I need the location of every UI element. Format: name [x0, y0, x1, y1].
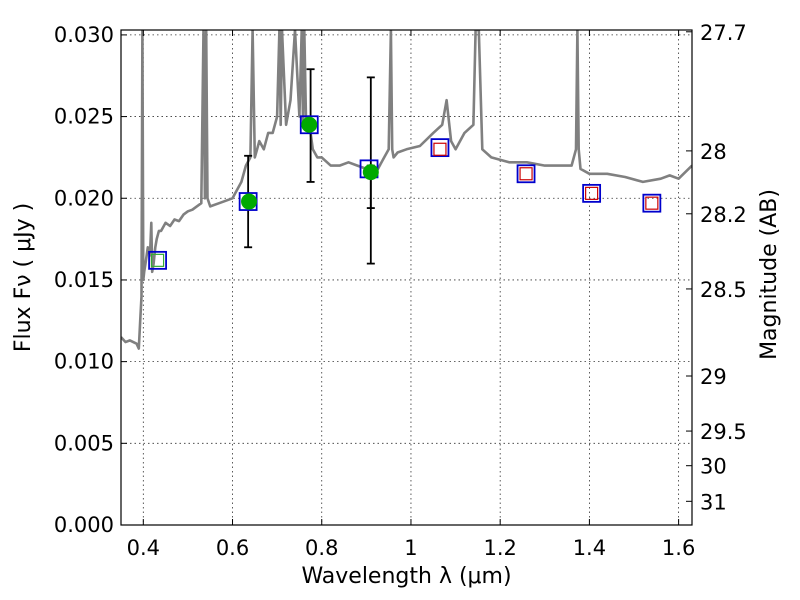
x-tick-label: 0.8 [305, 536, 338, 560]
y2-tick-label: 28 [700, 140, 727, 164]
inner-flux-square [433, 142, 447, 156]
y-tick-label: 0.005 [54, 431, 114, 455]
x-tick-label: 1.6 [662, 536, 695, 560]
x-tick-label: 1.2 [483, 536, 516, 560]
y-tick-label: 0.020 [54, 186, 114, 210]
observed-flux-point [241, 193, 258, 210]
series-group [121, 30, 692, 350]
y2-tick-label: 29 [700, 365, 727, 389]
model-flux-square [642, 193, 662, 213]
y2-axis: 27.7 28 28.2 28.5 29 29.5 30 31 [686, 21, 747, 514]
plot-area [121, 30, 692, 350]
y2-axis-label: Magnitude (AB) [757, 189, 782, 360]
y-tick-label: 0.000 [54, 513, 114, 537]
y-tick-label: 0.025 [54, 105, 114, 129]
y2-tick-label: 28.2 [700, 203, 747, 227]
x-tick-label: 1 [404, 536, 417, 560]
inner-flux-square [150, 253, 165, 267]
model-flux-square [516, 164, 536, 184]
y2-tick-label: 28.5 [700, 278, 747, 302]
model-spectrum-line [121, 30, 692, 350]
inner-flux-square [519, 167, 533, 181]
model-flux-square [430, 138, 450, 158]
y-tick-label: 0.010 [54, 350, 114, 374]
y-axis-label: Flux Fν ( μJy ) [11, 203, 36, 352]
grid-lines [121, 30, 692, 526]
inner-flux-square [645, 196, 659, 210]
inner-flux-square [585, 186, 599, 200]
y2-tick-label: 31 [700, 490, 727, 514]
y2-tick-label: 29.5 [700, 420, 747, 444]
x-tick-label: 1.4 [573, 536, 606, 560]
y2-tick-label: 27.7 [700, 21, 747, 45]
model-flux-square [299, 115, 319, 135]
observed-flux-point [362, 164, 379, 181]
x-tick-label: 0.6 [216, 536, 249, 560]
model-flux-square [582, 183, 602, 203]
y2-tick-label: 30 [700, 455, 727, 479]
model-flux-square [148, 250, 167, 270]
observed-flux-point [301, 116, 318, 133]
plot-frame [120, 29, 693, 526]
x-axis: 0.4 0.6 0.8 1 1.2 1.4 1.6 [127, 30, 695, 560]
x-tick-label: 0.4 [127, 536, 160, 560]
y-axis: 0.000 0.005 0.010 0.015 0.020 0.025 0.030 [54, 23, 127, 537]
y-tick-label: 0.015 [54, 268, 114, 292]
x-axis-label: Wavelength λ (μm) [301, 564, 511, 589]
y-tick-label: 0.030 [54, 23, 114, 47]
